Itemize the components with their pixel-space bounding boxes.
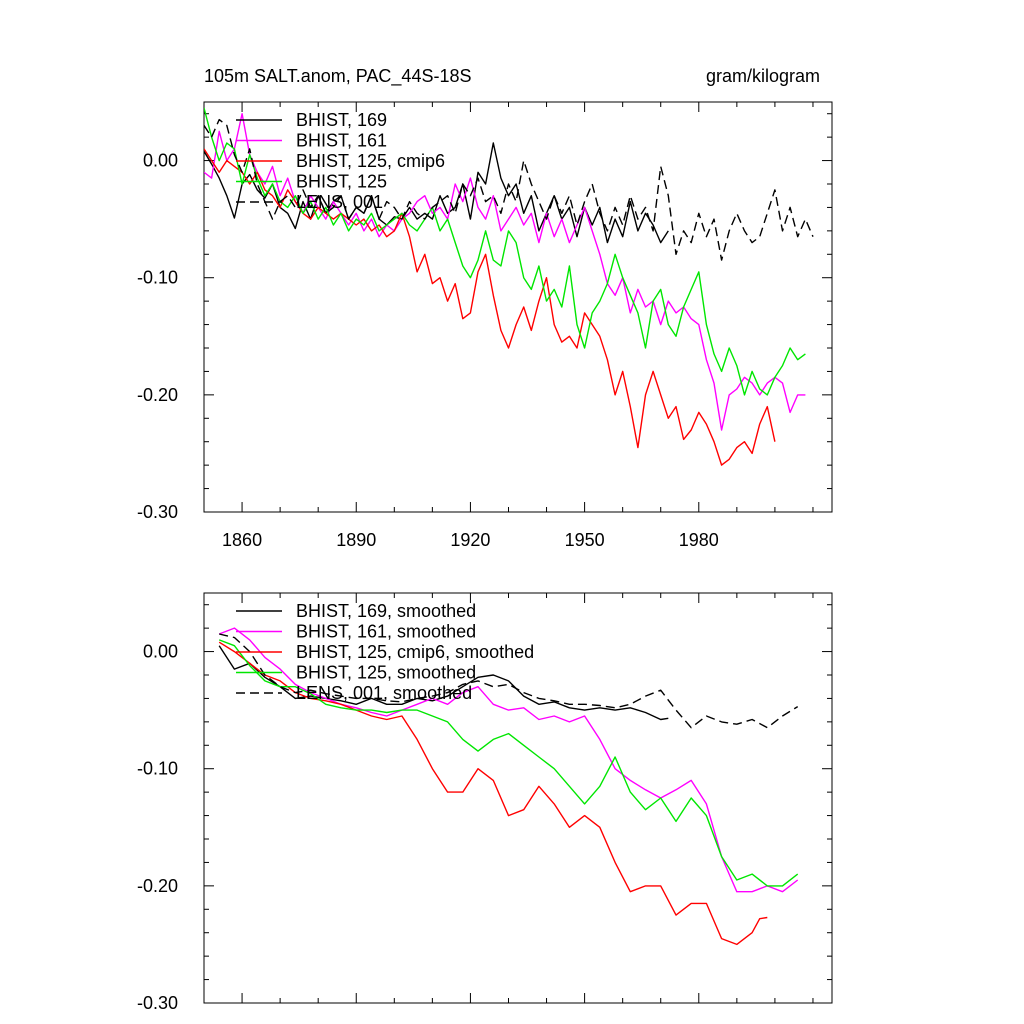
legend-label: BHIST, 125, cmip6	[296, 151, 445, 171]
series-line	[218, 627, 799, 893]
series-line	[218, 641, 768, 946]
y-tick-label: -0.30	[137, 502, 178, 522]
y-tick-label: 0.00	[143, 151, 178, 171]
legend-label: BHIST, 161, smoothed	[296, 622, 476, 642]
series-line	[204, 148, 776, 466]
x-tick-label: 1980	[679, 530, 719, 550]
figure-title: 105m SALT.anom, PAC_44S-18S	[204, 66, 471, 87]
x-tick-label: 1860	[222, 530, 262, 550]
series-line	[204, 112, 806, 431]
series-group	[218, 627, 799, 946]
y-tick-label: -0.10	[137, 268, 178, 288]
y-tick-label: -0.20	[137, 385, 178, 405]
figure-units: gram/kilogram	[706, 66, 820, 86]
legend-label: BHIST, 169, smoothed	[296, 601, 476, 621]
y-tick-label: -0.20	[137, 876, 178, 896]
plot-frame	[203, 592, 833, 1004]
series-line	[219, 633, 799, 729]
y-tick-label: -0.10	[137, 759, 178, 779]
series-line	[204, 107, 806, 396]
x-tick-label: 1950	[565, 530, 605, 550]
chart-panels: 1860 1890 1920 1950 1980 0.00 -0.10 -0.20 -0.30 B…	[137, 101, 833, 1013]
legend-label: BHIST, 125	[296, 172, 387, 192]
plot-frame	[203, 101, 833, 513]
x-tick-label: 1920	[450, 530, 490, 550]
series-line	[218, 645, 669, 721]
series-group	[204, 107, 814, 466]
legend-label: BHIST, 125, smoothed	[296, 663, 476, 683]
y-tick-label: 0.00	[143, 642, 178, 662]
legend-label: LENS, 001	[296, 192, 383, 212]
legend-label: BHIST, 169	[296, 110, 387, 130]
series-line	[204, 118, 814, 261]
x-tick-label: 1890	[336, 530, 376, 550]
legend-label: LENS, 001, smoothed	[296, 683, 472, 703]
legend-label: BHIST, 161	[296, 131, 387, 151]
chart-panel-1: 1860 1890 1920 1950 1980 0.00 -0.10 -0.20 -0.30 B…	[137, 101, 833, 550]
y-tick-label: -0.30	[137, 993, 178, 1013]
series-line	[204, 142, 669, 244]
legend-label: BHIST, 125, cmip6, smoothed	[296, 642, 534, 662]
series-line	[218, 639, 799, 887]
